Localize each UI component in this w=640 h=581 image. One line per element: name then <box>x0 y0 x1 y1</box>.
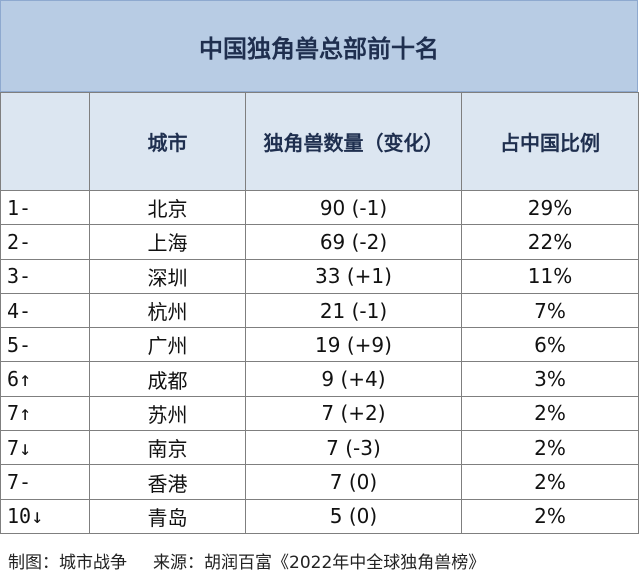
share-cell: 3% <box>461 361 639 397</box>
share-cell: 22% <box>461 224 639 260</box>
count-cell: 90 (-1) <box>245 189 462 226</box>
city-cell: 广州 <box>89 327 246 363</box>
header-rank <box>0 92 90 191</box>
rank-cell: 5- <box>0 327 90 363</box>
table-row: 10↓ 青岛 5 (0) 2% <box>0 498 639 534</box>
count-cell: 9 (+4) <box>245 361 462 397</box>
rank-cell: 1- <box>0 189 90 226</box>
table-row: 3- 深圳 33 (+1) 11% <box>0 258 639 294</box>
count-cell: 21 (-1) <box>245 292 462 329</box>
header-row: 城市 独角兽数量（变化） 占中国比例 <box>0 92 639 191</box>
count-cell: 7 (+2) <box>245 395 462 432</box>
count-cell: 7 (-3) <box>245 430 462 466</box>
table-title: 中国独角兽总部前十名 <box>0 0 638 92</box>
table-row: 7↓ 南京 7 (-3) 2% <box>0 430 639 466</box>
share-cell: 6% <box>461 327 639 363</box>
share-cell: 2% <box>461 498 639 534</box>
footer-source: 来源：胡润百富《2022年中全球独角兽榜》 <box>153 553 486 573</box>
table-row: 7- 香港 7 (0) 2% <box>0 464 639 500</box>
header-city: 城市 <box>89 92 246 191</box>
table-row: 1- 北京 90 (-1) 29% <box>0 189 639 226</box>
header-count: 独角兽数量（变化） <box>245 92 462 191</box>
rank-cell: 2- <box>0 224 90 260</box>
share-cell: 29% <box>461 189 639 226</box>
city-cell: 上海 <box>89 224 246 260</box>
rank-cell: 6↑ <box>0 361 90 397</box>
rank-cell: 7- <box>0 464 90 500</box>
city-cell: 北京 <box>89 189 246 226</box>
count-cell: 33 (+1) <box>245 258 462 294</box>
table-row: 7↑ 苏州 7 (+2) 2% <box>0 395 639 432</box>
city-cell: 苏州 <box>89 395 246 432</box>
ranking-table: 城市 独角兽数量（变化） 占中国比例 1- 北京 90 (-1) 29% 2- 上海 69 … <box>0 92 639 534</box>
share-cell: 2% <box>461 430 639 466</box>
rank-cell: 3- <box>0 258 90 294</box>
table-row: 4- 杭州 21 (-1) 7% <box>0 292 639 329</box>
city-cell: 青岛 <box>89 498 246 534</box>
rank-cell: 7↑ <box>0 395 90 432</box>
rank-cell: 4- <box>0 292 90 329</box>
city-cell: 南京 <box>89 430 246 466</box>
rank-cell: 10↓ <box>0 498 90 534</box>
share-cell: 2% <box>461 464 639 500</box>
share-cell: 2% <box>461 395 639 432</box>
city-cell: 香港 <box>89 464 246 500</box>
table-row: 5- 广州 19 (+9) 6% <box>0 327 639 363</box>
share-cell: 11% <box>461 258 639 294</box>
footer-credit: 制图：城市战争 <box>8 553 127 573</box>
city-cell: 深圳 <box>89 258 246 294</box>
city-cell: 成都 <box>89 361 246 397</box>
share-cell: 7% <box>461 292 639 329</box>
city-cell: 杭州 <box>89 292 246 329</box>
table-row: 6↑ 成都 9 (+4) 3% <box>0 361 639 397</box>
count-cell: 69 (-2) <box>245 224 462 260</box>
footer-note: 制图：城市战争 来源：胡润百富《2022年中全球独角兽榜》 <box>0 540 638 581</box>
count-cell: 5 (0) <box>245 498 462 534</box>
table-row: 2- 上海 69 (-2) 22% <box>0 224 639 260</box>
count-cell: 19 (+9) <box>245 327 462 363</box>
header-share: 占中国比例 <box>461 92 639 191</box>
count-cell: 7 (0) <box>245 464 462 500</box>
rank-cell: 7↓ <box>0 430 90 466</box>
